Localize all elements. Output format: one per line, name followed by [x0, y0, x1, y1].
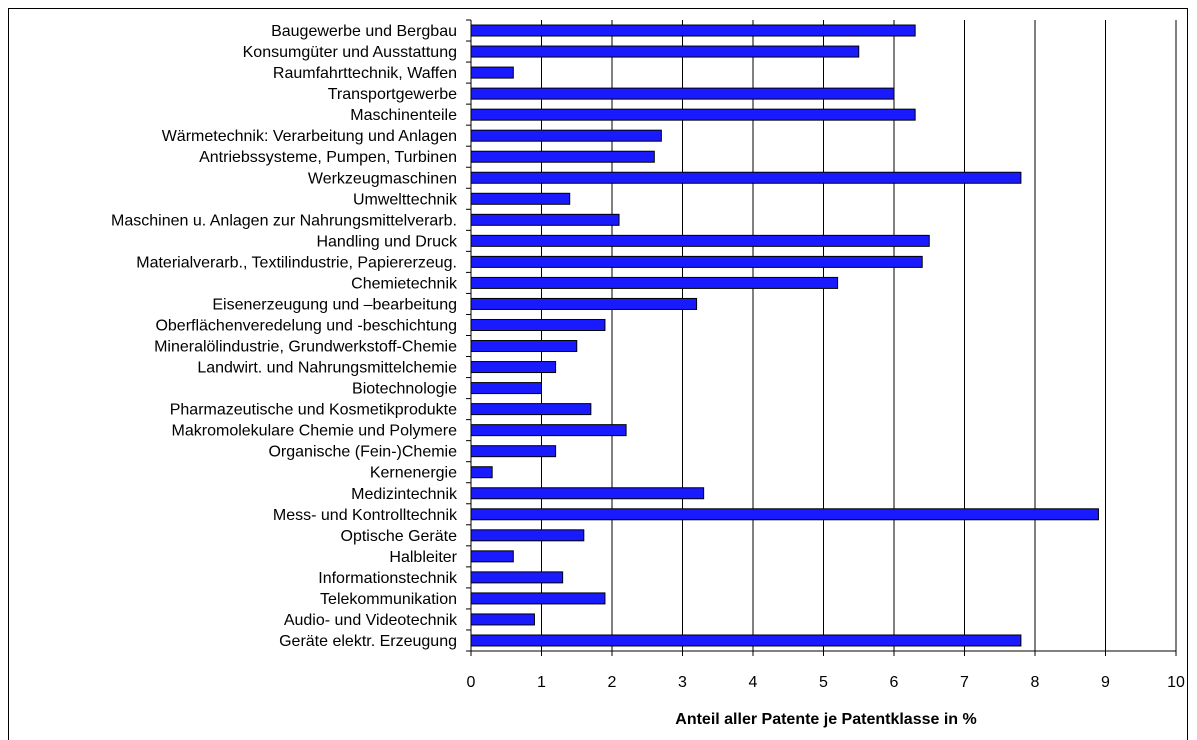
bar: [470, 297, 698, 310]
category-label: Konsumgüter und Ausstattung: [243, 44, 457, 61]
bar: [470, 318, 606, 331]
x-tick-label: 0: [467, 674, 476, 691]
bar: [470, 66, 514, 79]
category-label: Halbleiter: [389, 549, 457, 566]
bar: [470, 255, 923, 268]
x-tick-label: 4: [749, 674, 758, 691]
category-label: Biotechnologie: [352, 381, 457, 398]
x-tick-label: 3: [678, 674, 687, 691]
bar: [470, 508, 1099, 521]
x-tick-label: 5: [819, 674, 828, 691]
category-label: Mineralölindustrie, Grundwerkstoff-Chemi…: [154, 339, 457, 356]
gridlines: [466, 19, 1177, 656]
bar: [470, 550, 514, 563]
category-label: Maschinen u. Anlagen zur Nahrungsmittelv…: [111, 212, 457, 229]
x-tick-label: 8: [1031, 674, 1040, 691]
bar: [470, 529, 585, 542]
category-label: Geräte elektr. Erzeugung: [279, 633, 457, 650]
bar: [470, 150, 655, 163]
x-tick-label: 1: [537, 674, 546, 691]
category-label: Materialverarb., Textilindustrie, Papier…: [136, 254, 457, 271]
bar: [470, 129, 662, 142]
category-labels: Baugewerbe und Bergbau Konsumgüter und Au…: [111, 23, 458, 650]
bar: [470, 213, 620, 226]
category-label: Telekommunikation: [320, 591, 457, 608]
category-label: Pharmazeutische und Kosmetikprodukte: [170, 402, 457, 419]
category-label: Kernenergie: [370, 465, 457, 482]
category-label: Medizintechnik: [351, 486, 458, 503]
x-tick-label: 6: [890, 674, 899, 691]
category-label: Baugewerbe und Bergbau: [271, 23, 457, 40]
bar: [470, 340, 578, 353]
bar: [470, 361, 557, 374]
category-label: Landwirt. und Nahrungsmittelchemie: [197, 360, 457, 377]
category-label: Makromolekulare Chemie und Polymere: [172, 423, 458, 440]
bar: [470, 234, 930, 247]
category-label: Chemietechnik: [351, 275, 458, 292]
bar: [470, 171, 1022, 184]
category-label: Werkzeugmaschinen: [308, 170, 457, 187]
bar: [470, 487, 705, 500]
bar: [470, 592, 606, 605]
x-tick-label: 7: [960, 674, 969, 691]
bar: [470, 45, 860, 58]
category-label: Optische Geräte: [341, 528, 458, 545]
bar: [470, 424, 627, 437]
bar: [470, 403, 592, 416]
bar: [470, 445, 557, 458]
bar: [470, 276, 839, 289]
bar: [470, 24, 916, 37]
category-label: Umwelttechnik: [353, 191, 458, 208]
bar: [470, 634, 1022, 647]
category-label: Maschinenteile: [350, 107, 457, 124]
category-label: Antriebssysteme, Pumpen, Turbinen: [199, 149, 457, 166]
bar: [470, 382, 542, 395]
x-tick-label: 2: [608, 674, 617, 691]
bar: [470, 466, 493, 479]
category-label: Audio- und Videotechnik: [284, 612, 458, 629]
category-label: Eisenerzeugung und –bearbeitung: [212, 296, 457, 313]
category-label: Organische (Fein-)Chemie: [268, 444, 457, 461]
category-label: Wärmetechnik: Verarbeitung und Anlagen: [162, 128, 457, 145]
category-label: Raumfahrttechnik, Waffen: [273, 65, 457, 82]
x-axis-title: Anteil aller Patente je Patentklasse in …: [675, 711, 976, 728]
x-tick-label: 10: [1167, 674, 1185, 691]
category-label: Oberflächenveredelung und -beschichtung: [155, 317, 457, 334]
x-tick-labels: 0 1 2 3 4 5 6 7 8 9 10: [467, 674, 1185, 691]
category-label: Informationstechnik: [318, 570, 458, 587]
category-label: Handling und Druck: [316, 233, 458, 250]
bar: [470, 571, 564, 584]
chart-frame: [8, 8, 1188, 740]
x-tick-label: 9: [1101, 674, 1110, 691]
category-label: Mess- und Kontrolltechnik: [273, 507, 458, 524]
bar: [470, 87, 895, 100]
bar: [470, 108, 916, 121]
bar: [470, 192, 571, 205]
category-label: Transportgewerbe: [328, 86, 457, 103]
bar: [470, 613, 535, 626]
bars: [470, 24, 1099, 647]
